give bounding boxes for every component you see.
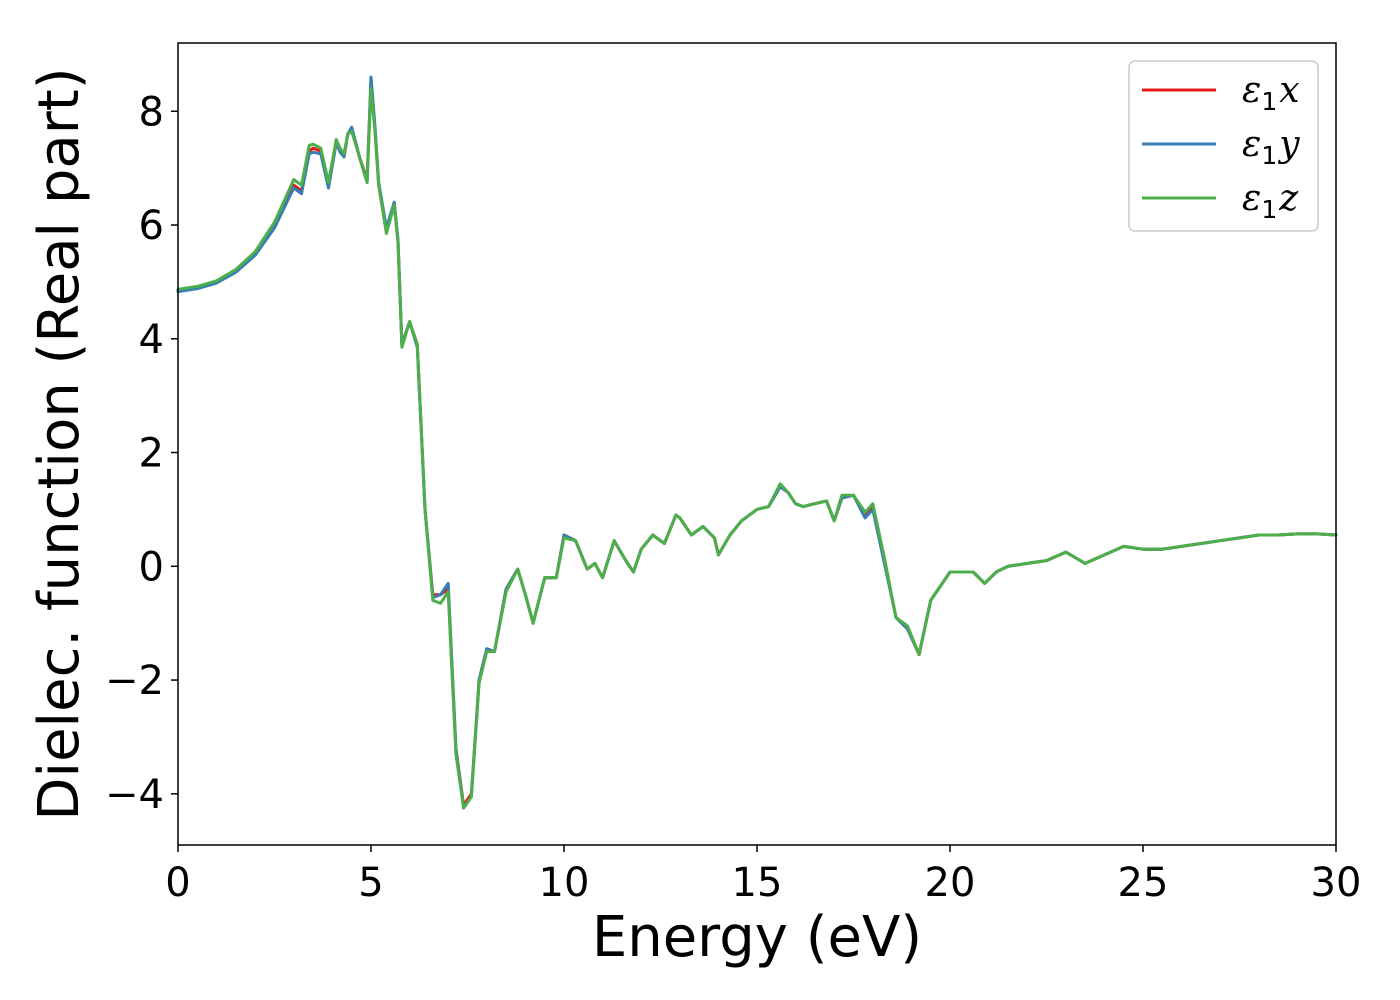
- legend-label-2: ε1z: [1242, 178, 1299, 224]
- series-layer: [176, 75, 1338, 810]
- x-tick-label: 30: [1311, 860, 1362, 906]
- y-tick-label: 8: [139, 89, 164, 135]
- y-tick-label: 2: [139, 431, 164, 477]
- y-tick-label: 4: [139, 317, 164, 363]
- legend-label-0: ε1x: [1242, 70, 1300, 116]
- y-tick-label: −2: [105, 658, 164, 704]
- x-tick-label: 10: [539, 860, 590, 906]
- legend-frame: [1128, 60, 1319, 232]
- x-axis: 0 5 10 15 20 25 30: [165, 845, 1361, 906]
- x-tick-label: 20: [925, 860, 976, 906]
- y-tick-label: 6: [139, 203, 164, 249]
- x-tick-label: 15: [732, 860, 783, 906]
- y-tick-label: −4: [105, 772, 164, 818]
- x-tick-label: 25: [1118, 860, 1169, 906]
- series-line-2: [176, 87, 1338, 810]
- x-tick-label: 0: [165, 860, 190, 906]
- legend: ε1x ε1y ε1z: [1128, 60, 1319, 232]
- legend-items: ε1x ε1y ε1z: [1142, 70, 1300, 224]
- x-tick-label: 5: [358, 860, 383, 906]
- y-axis: −4 −2 0 2 4 6 8: [105, 89, 178, 818]
- y-tick-label: 0: [139, 544, 164, 590]
- legend-label-1: ε1y: [1242, 124, 1300, 170]
- x-axis-label: Energy (eV): [592, 905, 922, 970]
- y-axis-label: Dielec. function (Real part): [27, 67, 92, 820]
